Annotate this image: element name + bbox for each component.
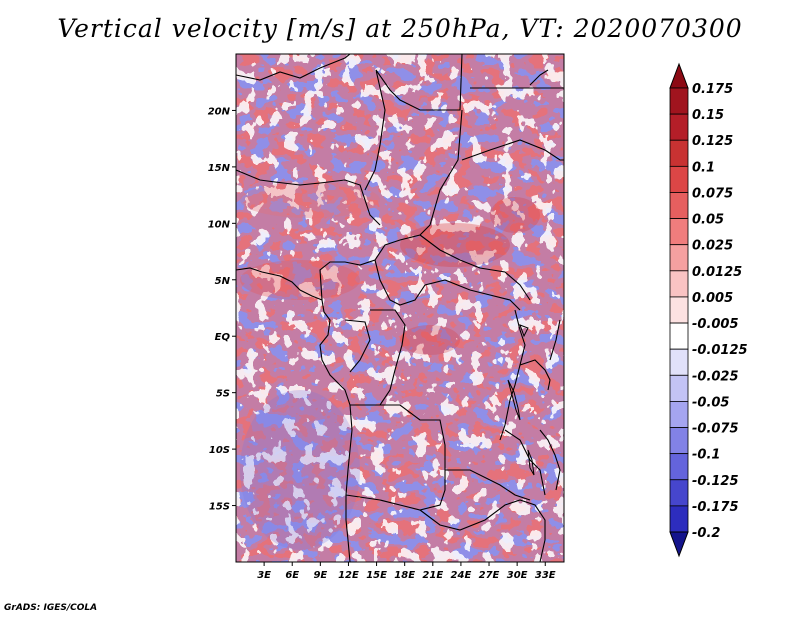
lat-tick-label: 5S bbox=[216, 389, 230, 400]
colorbar-level-label: -0.125 bbox=[692, 474, 739, 489]
colorbar-top-arrow bbox=[669, 62, 689, 89]
grads-credit: GrADS: IGES/COLA bbox=[4, 603, 98, 613]
map-frame bbox=[235, 53, 565, 563]
colorbar-swatch bbox=[669, 505, 689, 533]
colorbar-level-label: -0.0125 bbox=[692, 343, 748, 358]
colorbar-level-label: -0.1 bbox=[692, 448, 720, 463]
lon-tick-label: 3E bbox=[257, 570, 271, 581]
lat-tick-label: 10S bbox=[209, 445, 230, 456]
colorbar-swatch bbox=[669, 113, 689, 141]
lon-tick-label: 21E bbox=[422, 570, 443, 581]
colorbar-swatch bbox=[669, 322, 689, 350]
lon-tick-label: 30E bbox=[507, 570, 528, 581]
colorbar-swatch bbox=[669, 192, 689, 219]
lat-tick-label: 5N bbox=[215, 276, 231, 287]
lat-tick-label: EQ bbox=[215, 332, 231, 343]
colorbar-level-label: 0.175 bbox=[692, 82, 733, 97]
colorbar-level-label: 0.005 bbox=[692, 291, 733, 306]
lakes bbox=[507, 324, 535, 476]
colorbar-swatch bbox=[669, 296, 689, 324]
colorbar-swatch bbox=[669, 348, 689, 376]
lat-tick-label: 20N bbox=[208, 106, 231, 117]
lon-tick-label: 24E bbox=[451, 570, 472, 581]
colorbar-level-label: 0.05 bbox=[692, 213, 724, 228]
colorbar-swatch bbox=[669, 453, 689, 481]
colorbar-level-label: -0.175 bbox=[692, 500, 739, 515]
colorbar: 0.175 0.15 0.125 0.1 0.075 0.05 0.025 0.0125 0.0… bbox=[669, 62, 748, 558]
lon-tick-label: 12E bbox=[338, 570, 359, 581]
country-borders bbox=[236, 54, 564, 562]
colorbar-level-label: 0.075 bbox=[692, 186, 733, 201]
lat-tick-label: 15S bbox=[209, 502, 230, 513]
lat-tick-label: 15N bbox=[208, 163, 231, 174]
colorbar-swatch bbox=[669, 87, 689, 115]
convection-zone bbox=[490, 197, 540, 233]
convection-zone bbox=[400, 325, 460, 355]
colorbar-level-label: -0.075 bbox=[692, 422, 739, 437]
colorbar-bottom-arrow bbox=[669, 531, 689, 558]
lon-tick-label: 33E bbox=[535, 570, 556, 581]
colorbar-level-label: 0.025 bbox=[692, 239, 733, 254]
longitude-axis: 3E 6E 9E 12E 15E 18E 21E 24E 27E 30E 33E bbox=[257, 562, 556, 581]
map-area bbox=[236, 54, 564, 562]
colorbar-level-label: 0.1 bbox=[692, 160, 715, 175]
colorbar-swatch bbox=[669, 401, 689, 428]
colorbar-level-label: 0.125 bbox=[692, 134, 733, 149]
colorbar-swatch bbox=[669, 374, 689, 402]
colorbar-level-label: -0.005 bbox=[692, 317, 739, 332]
near-zero-pattern bbox=[236, 54, 564, 562]
convection-zone bbox=[240, 182, 380, 218]
colorbar-level-label: -0.2 bbox=[692, 526, 720, 541]
colorbar-swatch bbox=[669, 139, 689, 167]
colorbar-swatch bbox=[669, 218, 689, 246]
colorbar-level-label: -0.05 bbox=[692, 395, 729, 410]
colorbar-swatch bbox=[669, 479, 689, 507]
convection-zone bbox=[240, 260, 360, 300]
lon-tick-label: 9E bbox=[313, 570, 327, 581]
subsidence-zone bbox=[240, 390, 360, 550]
lon-tick-label: 15E bbox=[366, 570, 387, 581]
colorbar-swatch bbox=[669, 270, 689, 298]
lon-tick-label: 27E bbox=[479, 570, 500, 581]
colorbar-swatch bbox=[669, 427, 689, 455]
colorbar-swatch bbox=[669, 165, 689, 193]
colorbar-level-label: 0.15 bbox=[692, 108, 724, 123]
colorbar-swatch bbox=[669, 244, 689, 272]
colorbar-level-label: -0.025 bbox=[692, 369, 739, 384]
lon-tick-label: 6E bbox=[285, 570, 299, 581]
convection-zone bbox=[400, 223, 510, 267]
plot-title: Vertical velocity [m/s] at 250hPa, VT: 2… bbox=[57, 14, 743, 43]
latitude-axis: 20N 15N 10N 5N EQ 5S 10S 15S bbox=[208, 106, 236, 513]
colorbar-level-label: 0.0125 bbox=[692, 265, 742, 280]
lon-tick-label: 18E bbox=[394, 570, 415, 581]
lat-tick-label: 10N bbox=[208, 219, 231, 230]
